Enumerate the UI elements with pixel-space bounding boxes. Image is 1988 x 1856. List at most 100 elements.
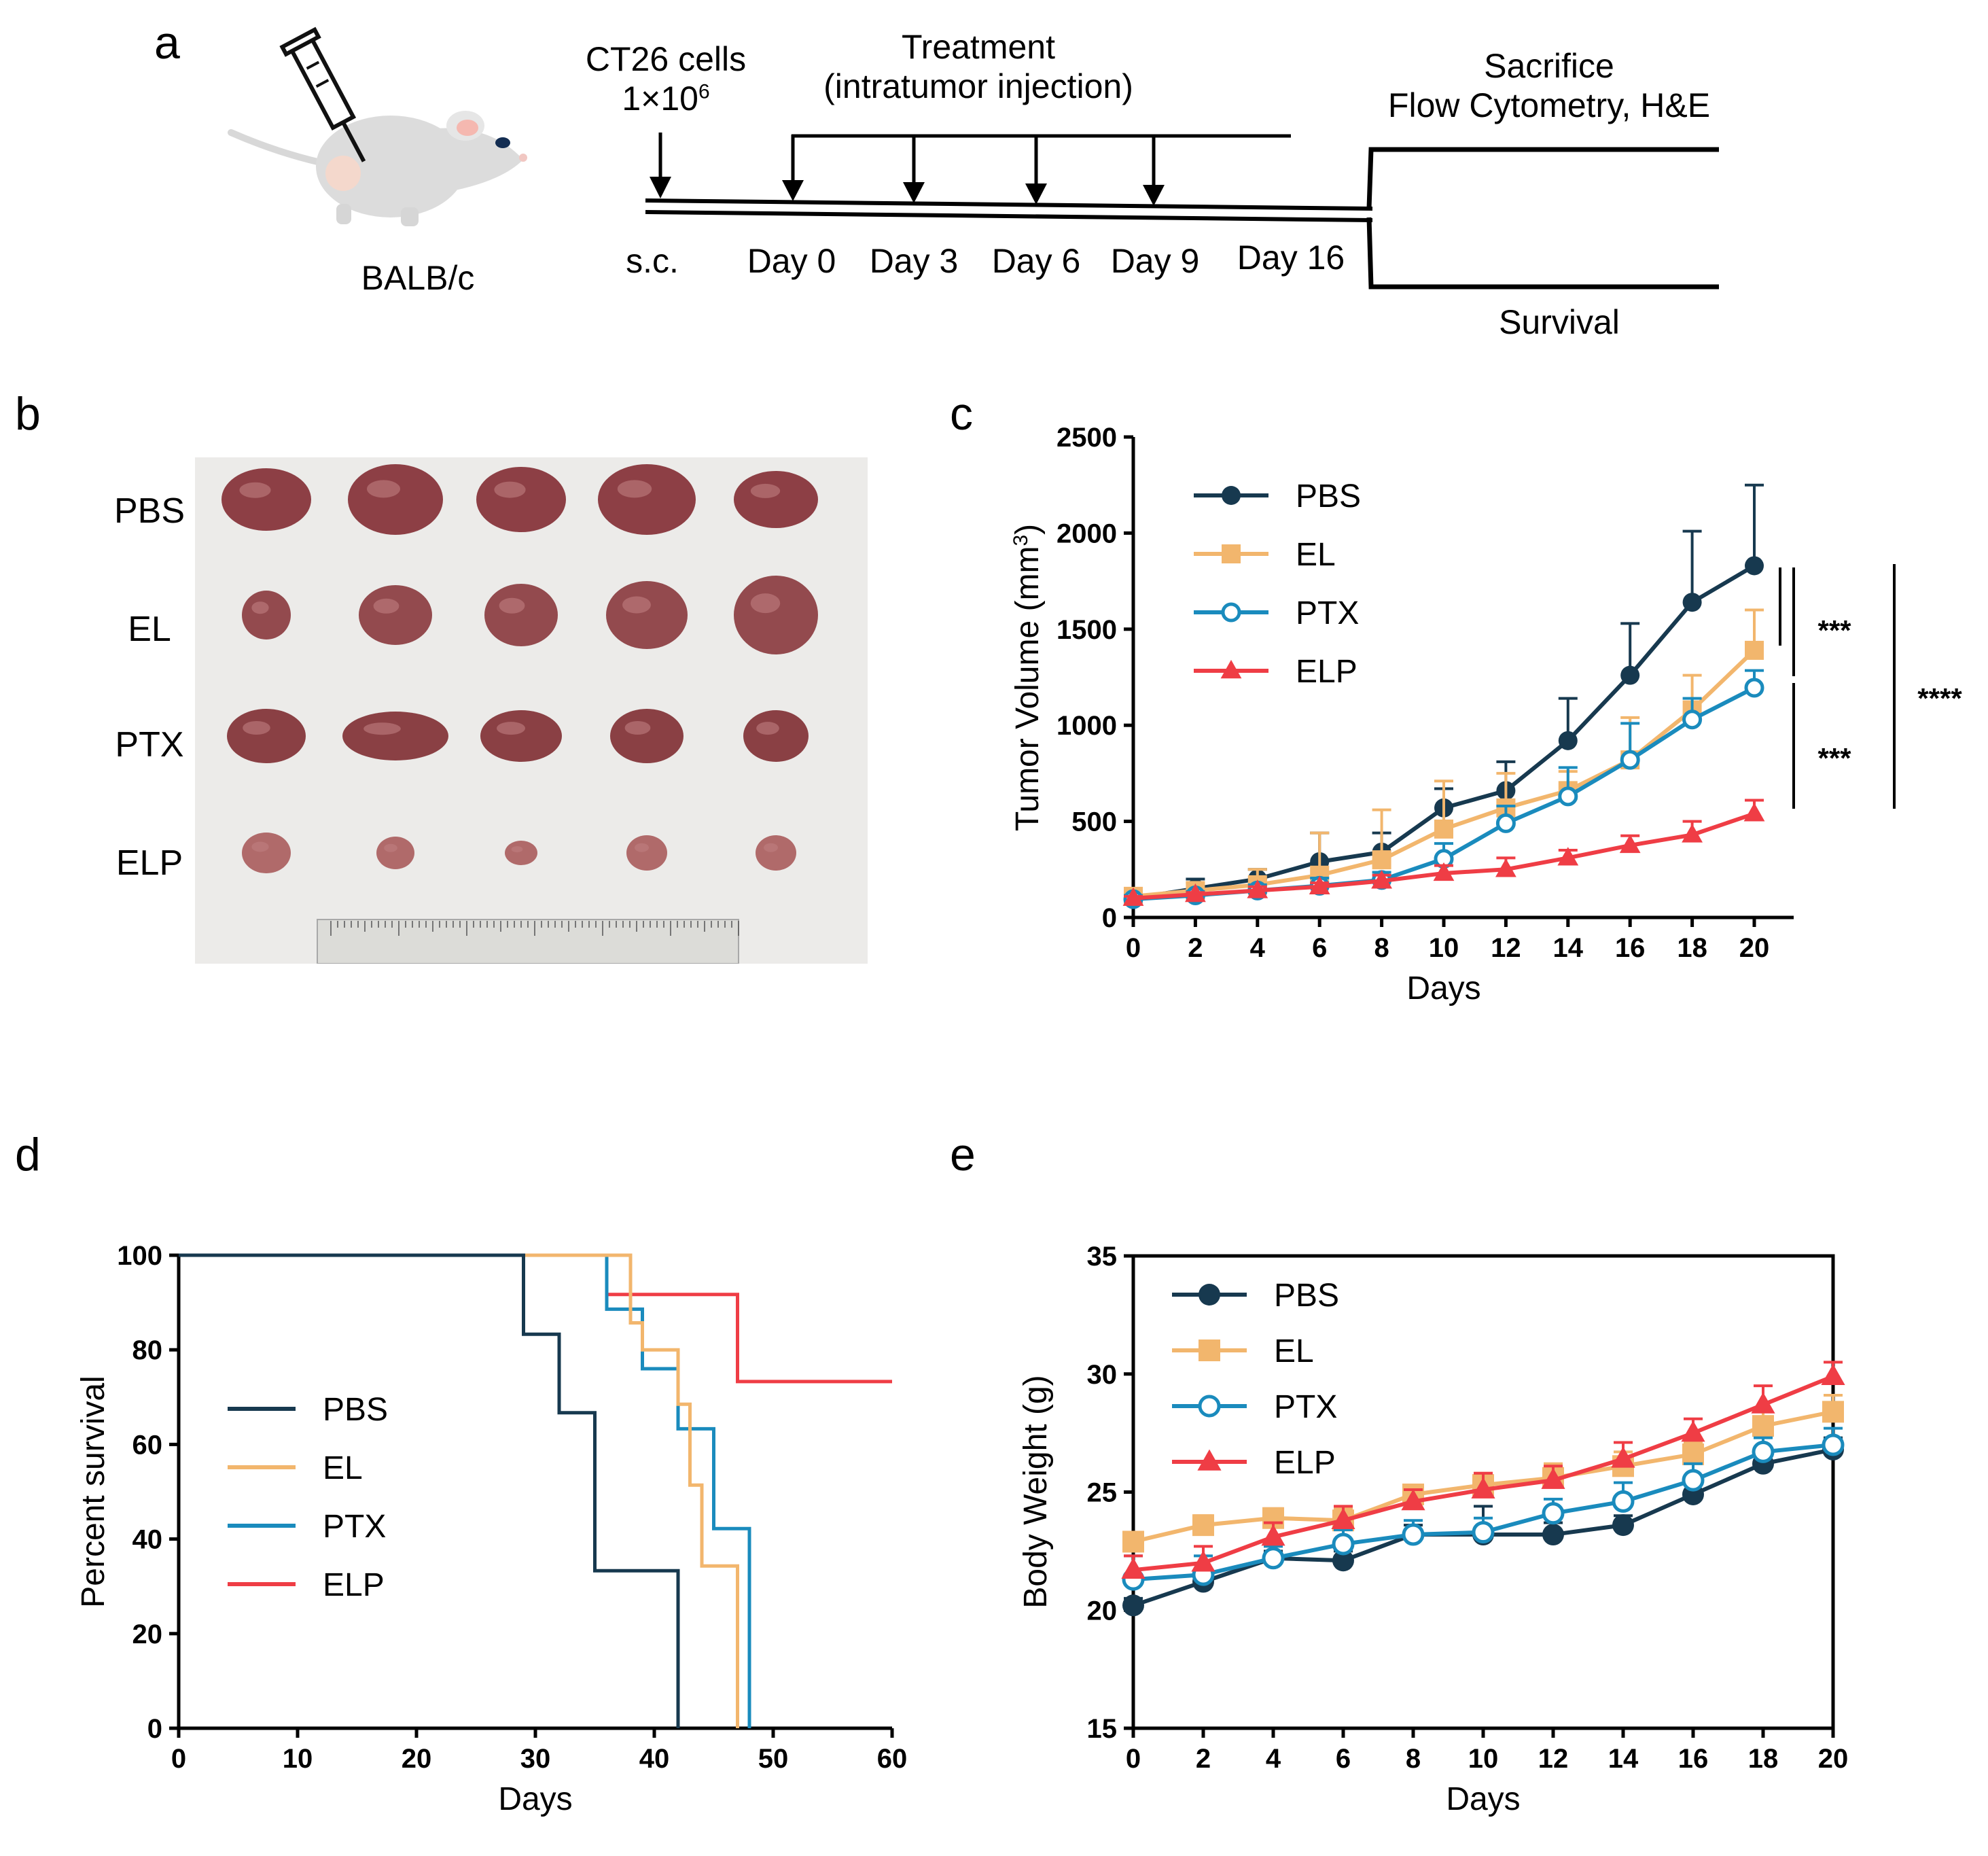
tumor-highlight bbox=[624, 721, 651, 735]
point-elp bbox=[1261, 1524, 1285, 1546]
point-elp bbox=[1401, 1489, 1425, 1511]
treatment-line1: Treatment bbox=[901, 28, 1055, 66]
point-pbs bbox=[1558, 731, 1578, 750]
x-tick-label: 18 bbox=[1677, 933, 1707, 963]
point-elp bbox=[1611, 1446, 1635, 1468]
point-pbs bbox=[1222, 486, 1241, 505]
y-axis-title: Body Weight (g) bbox=[1018, 1375, 1054, 1608]
point-pbs bbox=[1682, 593, 1702, 612]
tumor-highlight bbox=[750, 593, 781, 614]
tumor-sample bbox=[743, 710, 809, 762]
x-tick-label: 4 bbox=[1266, 1744, 1281, 1774]
legend-label-elp: ELP bbox=[1274, 1445, 1336, 1481]
point-ptx bbox=[1262, 1547, 1285, 1570]
tumor-highlight bbox=[373, 598, 400, 614]
x-tick-label: 8 bbox=[1406, 1744, 1421, 1774]
sacrifice-label: Sacrifice Flow Cytometry, H&E bbox=[1332, 46, 1767, 125]
point-ptx bbox=[1822, 1433, 1845, 1456]
point-ptx bbox=[1752, 1440, 1775, 1463]
point-ptx bbox=[1332, 1533, 1355, 1556]
row-label-pbs: PBS bbox=[113, 491, 185, 531]
point-el bbox=[1122, 1530, 1144, 1553]
timeline-label-sc: s.c. bbox=[626, 242, 679, 280]
tumor-sample bbox=[606, 581, 688, 649]
x-tick-label: 4 bbox=[1250, 933, 1266, 963]
legend-label-pbs: PBS bbox=[323, 1392, 388, 1428]
tumor-sample bbox=[480, 710, 562, 762]
timeline-label-day6: Day 6 bbox=[991, 242, 1081, 280]
treatment-line2: (intratumor injection) bbox=[823, 67, 1133, 105]
y-tick-label: 500 bbox=[1071, 807, 1117, 837]
x-tick-label: 12 bbox=[1491, 933, 1521, 963]
point-elp bbox=[1619, 834, 1641, 854]
series-elp bbox=[1122, 799, 1765, 906]
y-tick-label: 30 bbox=[1087, 1360, 1118, 1390]
point-elp bbox=[1122, 887, 1144, 906]
point-ptx bbox=[1402, 1523, 1425, 1546]
survival-label: Survival bbox=[1499, 303, 1620, 341]
point-elp bbox=[1220, 659, 1242, 679]
legend-label-el: EL bbox=[1296, 537, 1336, 573]
point-ptx bbox=[1472, 1521, 1495, 1544]
x-tick-label: 2 bbox=[1188, 933, 1203, 963]
point-el bbox=[1745, 640, 1764, 660]
point-pbs bbox=[1332, 1549, 1354, 1572]
tumor-highlight bbox=[251, 841, 269, 852]
point-el bbox=[1372, 850, 1391, 870]
point-elp bbox=[1471, 1477, 1495, 1499]
point-pbs bbox=[1199, 1284, 1220, 1306]
mouse-strain-label: BALB/c bbox=[361, 259, 475, 297]
tumor-sample bbox=[221, 468, 311, 531]
point-elp bbox=[1121, 1557, 1146, 1579]
x-tick-label: 0 bbox=[1126, 1744, 1141, 1774]
tumor-highlight bbox=[239, 482, 271, 498]
x-tick-label: 50 bbox=[758, 1744, 789, 1774]
point-ptx bbox=[1221, 602, 1241, 623]
point-elp bbox=[1247, 879, 1268, 898]
point-elp bbox=[1751, 1392, 1775, 1414]
y-tick-label: 15 bbox=[1087, 1714, 1118, 1744]
point-ptx bbox=[1612, 1490, 1635, 1513]
x-tick-label: 20 bbox=[402, 1744, 432, 1774]
sacrifice-line2: Flow Cytometry, H&E bbox=[1387, 86, 1711, 124]
tumor-sample bbox=[476, 467, 566, 532]
panel-letter-c: c bbox=[950, 388, 973, 440]
timeline-label-day0: Day 0 bbox=[747, 242, 836, 280]
x-tick-label: 16 bbox=[1678, 1744, 1709, 1774]
y-tick-label: 100 bbox=[117, 1241, 162, 1271]
x-tick-label: 0 bbox=[171, 1744, 186, 1774]
point-ptx bbox=[1198, 1395, 1221, 1418]
point-ptx bbox=[1495, 813, 1516, 833]
point-ptx bbox=[1682, 1469, 1705, 1492]
point-elp bbox=[1191, 1550, 1215, 1572]
point-elp bbox=[1331, 1507, 1355, 1529]
legend-label-el: EL bbox=[1274, 1333, 1314, 1369]
tumor-highlight bbox=[494, 481, 526, 498]
point-ptx bbox=[1744, 678, 1764, 698]
series-line-el bbox=[179, 1253, 739, 1728]
tumor-sample bbox=[342, 712, 448, 760]
x-tick-label: 20 bbox=[1818, 1744, 1849, 1774]
legend-label-elp: ELP bbox=[323, 1567, 385, 1603]
x-tick-label: 6 bbox=[1312, 933, 1327, 963]
tumor-sample bbox=[376, 837, 414, 869]
row-label-ptx: PTX bbox=[115, 725, 184, 765]
point-pbs bbox=[1542, 1524, 1564, 1546]
tumor-highlight bbox=[497, 722, 525, 735]
x-tick-label: 10 bbox=[1429, 933, 1459, 963]
point-ptx bbox=[1558, 786, 1578, 807]
y-axis-title: Percent survival bbox=[75, 1376, 111, 1607]
tumor-sample bbox=[359, 585, 432, 645]
legend-label-ptx: PTX bbox=[323, 1509, 386, 1545]
panel-letter-a: a bbox=[154, 17, 180, 69]
panel-letter-e: e bbox=[950, 1129, 976, 1180]
point-elp bbox=[1743, 803, 1765, 822]
x-tick-label: 2 bbox=[1196, 1744, 1211, 1774]
x-tick-label: 6 bbox=[1336, 1744, 1351, 1774]
tumor-sample bbox=[484, 584, 558, 646]
row-label-elp: ELP bbox=[116, 843, 183, 883]
y-tick-label: 40 bbox=[132, 1525, 163, 1555]
legend-label-el: EL bbox=[323, 1450, 363, 1486]
significance-label: **** bbox=[1917, 682, 1962, 714]
x-tick-label: 10 bbox=[283, 1744, 313, 1774]
